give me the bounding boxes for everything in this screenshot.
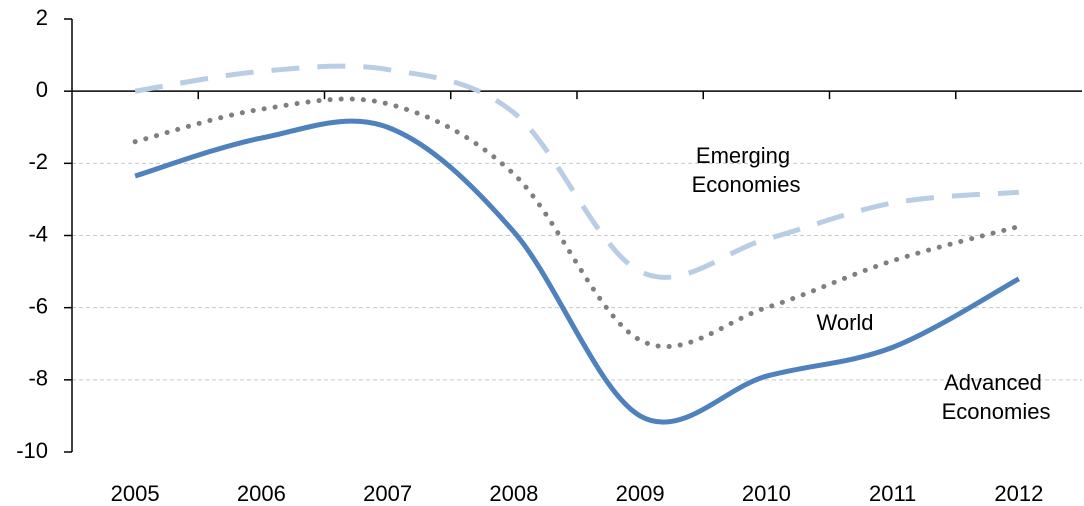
x-tick-label: 2011 (869, 481, 916, 506)
x-tick-label: 2005 (111, 481, 160, 506)
series-line (134, 118, 1021, 425)
series-label: World (816, 310, 873, 335)
series-label: Emerging Economies (686, 143, 801, 197)
series-line (132, 96, 1022, 349)
x-tick-label: 2012 (994, 481, 1043, 506)
y-tick-label: -10 (16, 438, 48, 463)
y-tick-label: 0 (36, 77, 48, 102)
x-tick-label: 2010 (742, 481, 791, 506)
y-tick-label: -2 (28, 149, 48, 174)
y-tick-label: 2 (36, 5, 48, 30)
x-tick-label: 2006 (237, 481, 286, 506)
y-tick-label: -8 (28, 366, 48, 391)
series-label: Advanced Economies (936, 370, 1051, 424)
y-tick-label: -4 (28, 221, 48, 246)
x-tick-label: 2009 (616, 481, 665, 506)
y-tick-label: -6 (28, 293, 48, 318)
x-tick-label: 2008 (489, 481, 538, 506)
x-tick-label: 2007 (363, 481, 412, 506)
series-line (134, 63, 1020, 280)
